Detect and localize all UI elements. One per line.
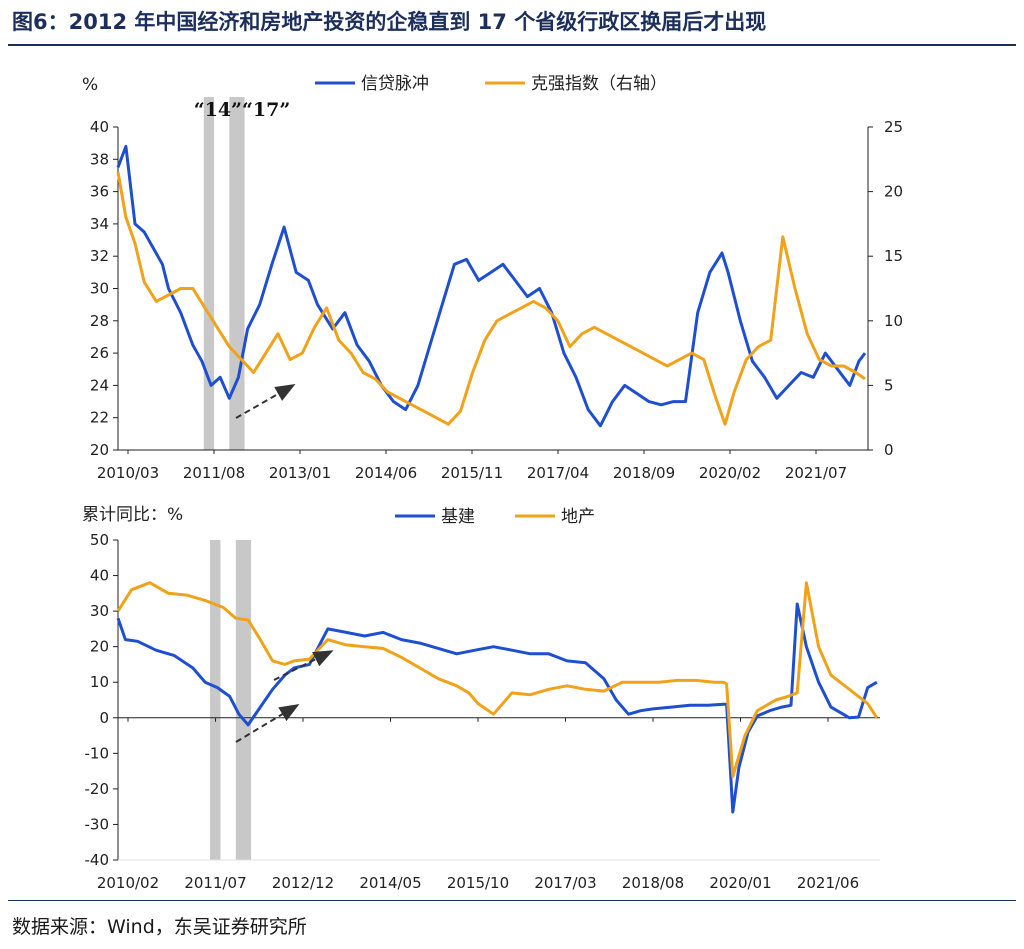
figure-title: 图6：2012 年中国经济和房地产投资的企稳直到 17 个省级行政区换届后才出现	[12, 10, 767, 34]
panel1-y-tick-label: 20	[90, 441, 109, 459]
panel2-x-tick-label: 2021/06	[797, 874, 859, 892]
panel2-x-tick-label: 2015/10	[447, 874, 509, 892]
panel2-y-tick-label: -30	[85, 815, 110, 833]
panel2-legend-label: 基建	[441, 507, 475, 527]
panel1-unit-label: %	[82, 75, 98, 95]
panel2-x-tick-label: 2012/12	[272, 874, 334, 892]
panel1-series-line-blue	[116, 144, 867, 428]
panel1-x-tick-label: 2015/11	[441, 464, 503, 482]
panel2-x-tick-label: 2020/01	[709, 874, 771, 892]
panel2-y-tick-label: 30	[90, 602, 109, 620]
panel1-y-right-tick-label: 15	[884, 247, 903, 265]
panel1-x-tick-label: 2020/02	[699, 464, 761, 482]
panel2-x-tick-label: 2011/07	[184, 874, 246, 892]
panel1-y-right-tick-label: 5	[884, 376, 894, 394]
title-rule	[8, 44, 1016, 46]
panel1-y-tick-label: 26	[90, 344, 109, 362]
panel1-x-tick-label: 2011/08	[183, 464, 245, 482]
panel1-y-right-tick-label: 25	[884, 118, 903, 136]
panel1-y-tick-label: 34	[90, 215, 109, 233]
panel2-series-line-blue	[116, 602, 878, 814]
panel2-highlight-band	[210, 540, 221, 860]
panel2-y-tick-label: -10	[85, 744, 110, 762]
band-annotation: “14”“17”	[194, 99, 291, 121]
panel2-y-tick-label: 50	[90, 531, 109, 549]
panel1-y-tick-label: 36	[90, 183, 109, 201]
panel2-trend-arrow-lower	[235, 703, 300, 743]
panel1-y-tick-label: 32	[90, 247, 109, 265]
panel1-y-tick-label: 28	[90, 312, 109, 330]
panel2-y-tick-label: 10	[90, 673, 109, 691]
panel1-y-tick-label: 30	[90, 280, 109, 298]
panel1-trend-arrow	[235, 384, 296, 419]
panel2-x-tick-label: 2014/05	[359, 874, 421, 892]
panel1-y-tick-label: 40	[90, 118, 109, 136]
panel1-series-line-orange	[116, 171, 866, 426]
panel1-x-tick-label: 2021/07	[785, 464, 847, 482]
source-note: 数据来源：Wind，东吴证券研究所	[12, 916, 307, 938]
panel2-y-tick-label: 0	[99, 709, 109, 727]
panel2-highlight-band	[235, 540, 252, 860]
panel2-x-tick-label: 2010/02	[97, 874, 159, 892]
panel2-y-tick-label: -40	[85, 851, 110, 869]
panel1-y-tick-label: 22	[90, 409, 109, 427]
panel1-x-tick-label: 2013/01	[269, 464, 331, 482]
panel1-x-tick-label: 2017/04	[527, 464, 589, 482]
panel1-x-tick-label: 2018/09	[613, 464, 675, 482]
panel2-unit-label: 累计同比：%	[82, 505, 183, 525]
panel1-highlight-band	[203, 97, 215, 450]
panel1-x-tick-label: 2010/03	[97, 464, 159, 482]
panel1-y-right-tick-label: 10	[884, 312, 903, 330]
panel2-y-tick-label: 20	[90, 638, 109, 656]
panel2-series-line-orange	[116, 581, 879, 778]
panel1-legend-label: 信贷脉冲	[361, 74, 429, 94]
panel1-y-tick-label: 24	[90, 376, 109, 394]
panel2-x-tick-label: 2017/03	[534, 874, 596, 892]
panel1-y-tick-label: 38	[90, 150, 109, 168]
panel2-legend-label: 地产	[561, 507, 595, 527]
panel2-trend-arrow-upper	[273, 650, 334, 681]
panel2-y-tick-label: -20	[85, 780, 110, 798]
panel1-highlight-band	[229, 97, 245, 450]
panel2-y-tick-label: 40	[90, 567, 109, 585]
panel1-x-tick-label: 2014/06	[355, 464, 417, 482]
panel1-legend-label: 克强指数（右轴）	[531, 74, 667, 94]
panel1-y-right-tick-label: 20	[884, 183, 903, 201]
panel1-y-right-tick-label: 0	[884, 441, 894, 459]
source-rule	[8, 900, 1016, 901]
panel2-x-tick-label: 2018/08	[622, 874, 684, 892]
